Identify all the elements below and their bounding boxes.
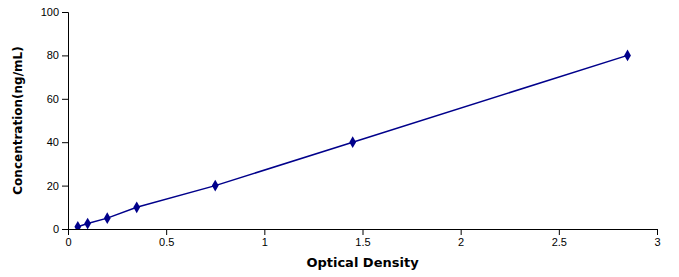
tick-mark [62,229,68,230]
tick-label: 1.5 [355,236,370,248]
tick-mark [62,186,68,187]
tick-label: 60 [47,93,59,105]
tick-mark [62,99,68,100]
tick-mark [62,55,68,56]
tick-label: 80 [47,49,59,61]
tick-label: 0 [53,223,59,235]
point [104,212,111,224]
tick-mark [62,12,68,13]
chart: 0 0.5 1 1.5 2 2.5 3 0 20 40 60 80 100 Optical Density… [0,0,679,277]
tick: 80 [47,49,68,61]
tick: 1.5 [355,229,370,248]
tick-label: 0 [65,236,71,248]
line [78,55,628,226]
tick: 2 [458,229,464,248]
tick: 0.5 [159,229,174,248]
tick-label: 100 [41,6,59,18]
point [349,136,356,148]
tick: 40 [47,136,68,148]
x-axis: 0 0.5 1 1.5 2 2.5 3 [65,229,660,248]
tick-mark [62,142,68,143]
point [74,221,81,229]
axis-line [62,13,69,230]
tick-mark [559,229,560,235]
tick-label: 2 [458,236,464,248]
tick: 0 [65,229,71,248]
tick-label: 0.5 [159,236,174,248]
tick-label: 2.5 [552,236,567,248]
point [84,218,91,229]
tick-mark [166,229,167,235]
marks [74,50,631,229]
tick: 3 [654,229,660,248]
plot: 0 0.5 1 1.5 2 2.5 3 0 20 40 60 80 100 Optical Density… [11,6,661,270]
tick: 2.5 [552,229,567,248]
tick: 60 [47,93,68,105]
x-axis-title: Optical Density [306,255,419,270]
tick-mark [657,229,658,235]
y-axis-title: Concentration(ng/mL) [11,46,25,194]
tick-label: 20 [47,180,59,192]
point [624,50,631,62]
tick-mark [363,229,364,235]
point [133,201,140,213]
tick: 0 [53,223,68,235]
tick: 100 [41,6,68,18]
tick-label: 1 [262,236,268,248]
y-axis: 0 20 40 60 80 100 [41,6,69,235]
tick-mark [461,229,462,235]
tick-label: 3 [654,236,660,248]
tick-mark [264,229,265,235]
axis-line [69,230,658,236]
tick: 20 [47,180,68,192]
tick-label: 40 [47,136,59,148]
tick: 1 [262,229,268,248]
point [212,180,219,192]
